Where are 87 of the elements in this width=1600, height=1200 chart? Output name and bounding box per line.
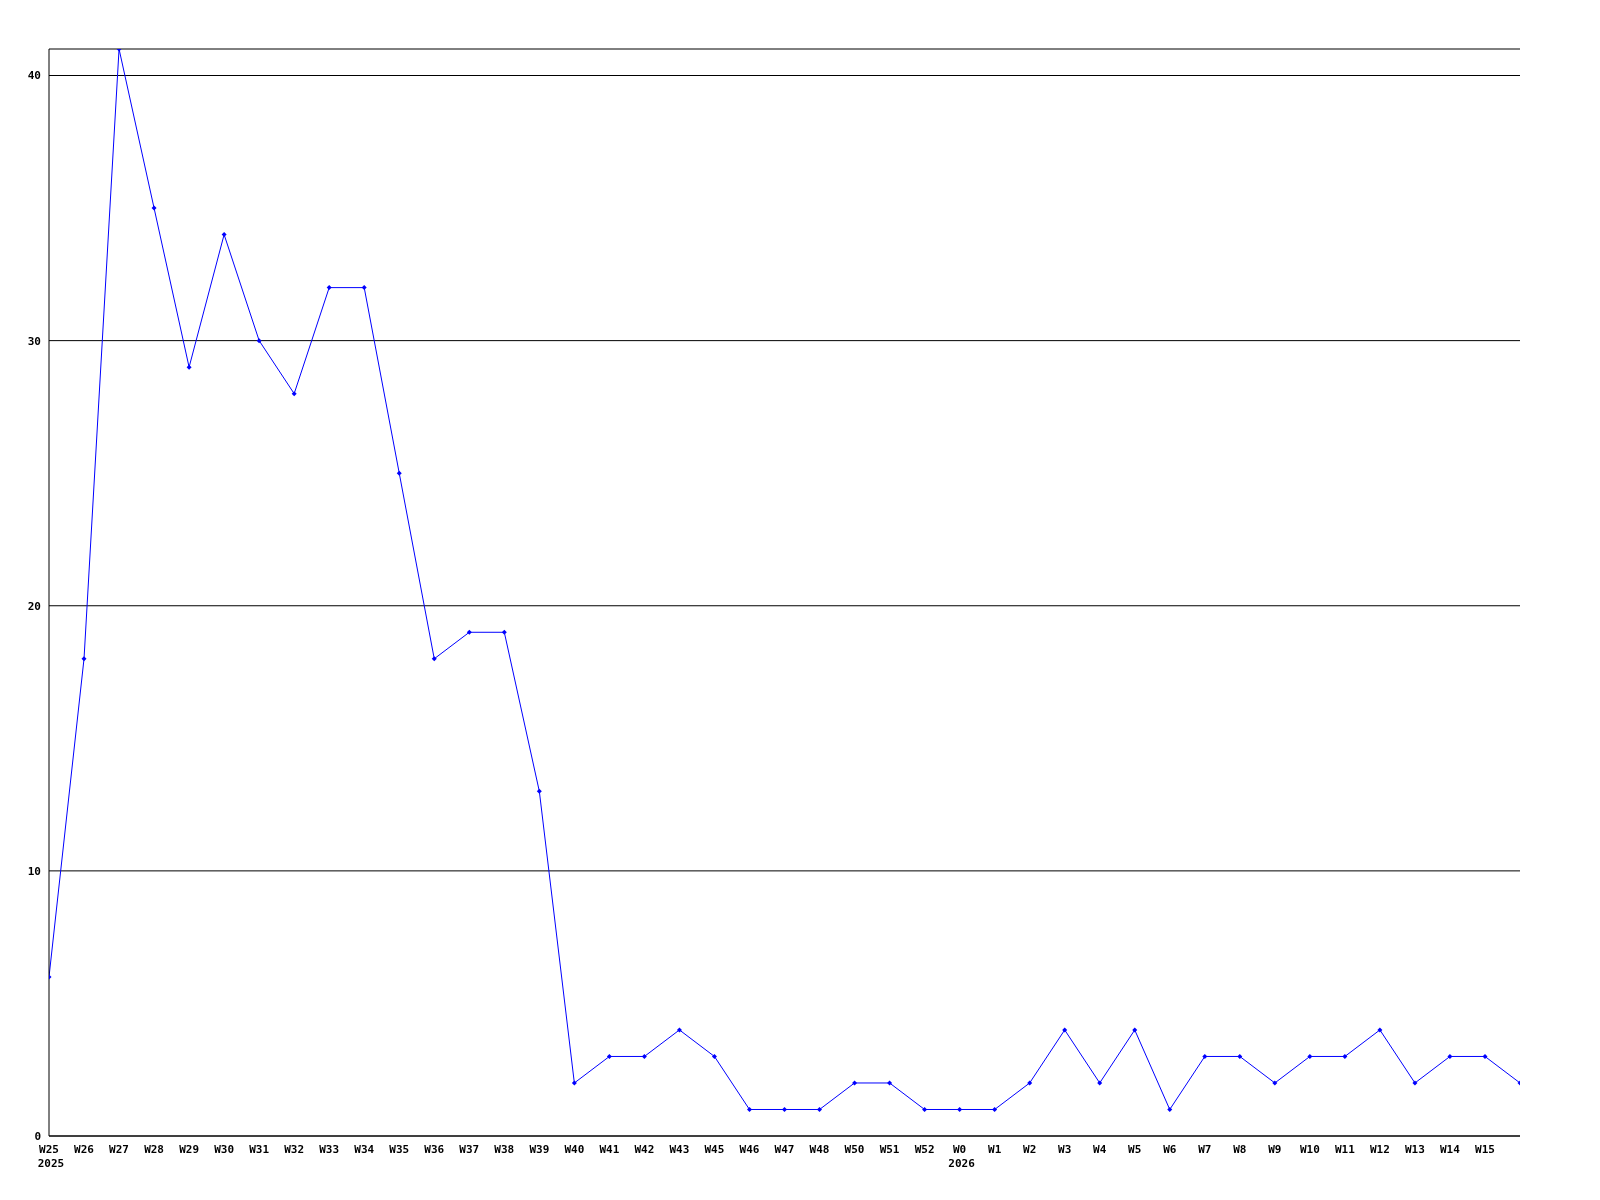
x-tick-label: W51 xyxy=(879,1143,900,1156)
point xyxy=(1412,1080,1418,1086)
x-tick-label: W45 xyxy=(704,1143,725,1156)
x-tick-label: W43 xyxy=(669,1143,690,1156)
x-tick-label: W36 xyxy=(424,1143,445,1156)
x-tick-label: W15 xyxy=(1475,1143,1495,1156)
x-tick-label: W11 xyxy=(1334,1143,1356,1156)
point xyxy=(1167,1106,1173,1112)
point xyxy=(676,1027,682,1033)
point xyxy=(256,338,262,344)
x-tick-label: W5 xyxy=(1128,1143,1142,1156)
y-tick-label: 20 xyxy=(27,599,41,613)
x-tick-label: W46 xyxy=(739,1143,760,1156)
point xyxy=(957,1106,963,1112)
point xyxy=(817,1106,823,1112)
x-tick-label: W31 xyxy=(249,1143,270,1156)
point xyxy=(326,285,332,291)
point xyxy=(466,629,472,635)
x-tick-label: W34 xyxy=(354,1143,375,1156)
point xyxy=(536,788,542,794)
point xyxy=(606,1053,612,1059)
point xyxy=(151,205,157,211)
point xyxy=(746,1106,752,1112)
point xyxy=(887,1080,893,1086)
point xyxy=(1097,1080,1103,1086)
point xyxy=(221,232,227,238)
x-tick-label: W33 xyxy=(319,1143,340,1156)
x-tick-label: W35 xyxy=(389,1143,410,1156)
x-tick-label: W32 xyxy=(284,1143,305,1156)
point xyxy=(852,1080,858,1086)
point xyxy=(1237,1053,1243,1059)
x-tick-label: W10 xyxy=(1299,1143,1320,1156)
x-tick-label: W39 xyxy=(529,1143,550,1156)
point xyxy=(1062,1027,1068,1033)
x-tick-label: W0 2026 xyxy=(948,1143,976,1170)
point xyxy=(641,1053,647,1059)
point xyxy=(361,285,367,291)
x-tick-label: W6 xyxy=(1163,1143,1177,1156)
point xyxy=(1132,1027,1138,1033)
point xyxy=(396,470,402,476)
point xyxy=(501,629,507,635)
x-tick-label: W3 xyxy=(1058,1143,1072,1156)
x-tick-label: W52 xyxy=(914,1143,935,1156)
x-tick-label: W25 2025 xyxy=(37,1143,65,1170)
x-tick-label: W48 xyxy=(809,1143,830,1156)
x-tick-label: W28 xyxy=(144,1143,165,1156)
point xyxy=(1027,1080,1033,1086)
x-tick-label: W30 xyxy=(214,1143,235,1156)
y-tick-label: 0 xyxy=(34,1129,41,1143)
x-tick-label: W9 xyxy=(1268,1143,1282,1156)
point xyxy=(1307,1053,1313,1059)
x-tick-label: W14 xyxy=(1440,1143,1461,1156)
x-tick-label: W1 xyxy=(988,1143,1002,1156)
x-tick-label: W38 xyxy=(494,1143,515,1156)
y-tick-label: 40 xyxy=(27,69,41,83)
x-tick-label: W8 xyxy=(1233,1143,1247,1156)
x-tick-label: W13 xyxy=(1404,1143,1425,1156)
x-tick-label: W29 xyxy=(179,1143,200,1156)
point xyxy=(1272,1080,1278,1086)
point xyxy=(782,1106,787,1112)
point xyxy=(431,656,437,662)
x-tick-label: W26 xyxy=(74,1143,95,1156)
x-tick-label: W4 xyxy=(1093,1143,1107,1156)
y-tick-label: 10 xyxy=(27,864,41,878)
point xyxy=(1447,1053,1453,1059)
point xyxy=(1482,1053,1488,1059)
point xyxy=(186,364,192,370)
x-tick-label: W42 xyxy=(634,1143,655,1156)
x-tick-label: W2 xyxy=(1023,1143,1037,1156)
x-tick-label: W12 xyxy=(1369,1143,1390,1156)
point xyxy=(922,1106,928,1112)
point xyxy=(291,391,297,397)
x-tick-label: W7 xyxy=(1198,1143,1212,1156)
x-tick-label: W40 xyxy=(564,1143,585,1156)
point xyxy=(711,1053,717,1059)
x-tick-label: W50 xyxy=(844,1143,865,1156)
point xyxy=(1377,1027,1383,1033)
y-tick-label: 30 xyxy=(27,334,41,348)
point xyxy=(1202,1053,1208,1059)
x-tick-label: W37 xyxy=(459,1143,480,1156)
x-tick-label: W41 xyxy=(599,1143,620,1156)
point xyxy=(81,656,87,662)
point xyxy=(571,1080,577,1086)
x-tick-label: W27 xyxy=(109,1143,129,1156)
point xyxy=(992,1106,998,1112)
x-tick-label: W47 xyxy=(774,1143,795,1156)
point xyxy=(1342,1053,1348,1059)
